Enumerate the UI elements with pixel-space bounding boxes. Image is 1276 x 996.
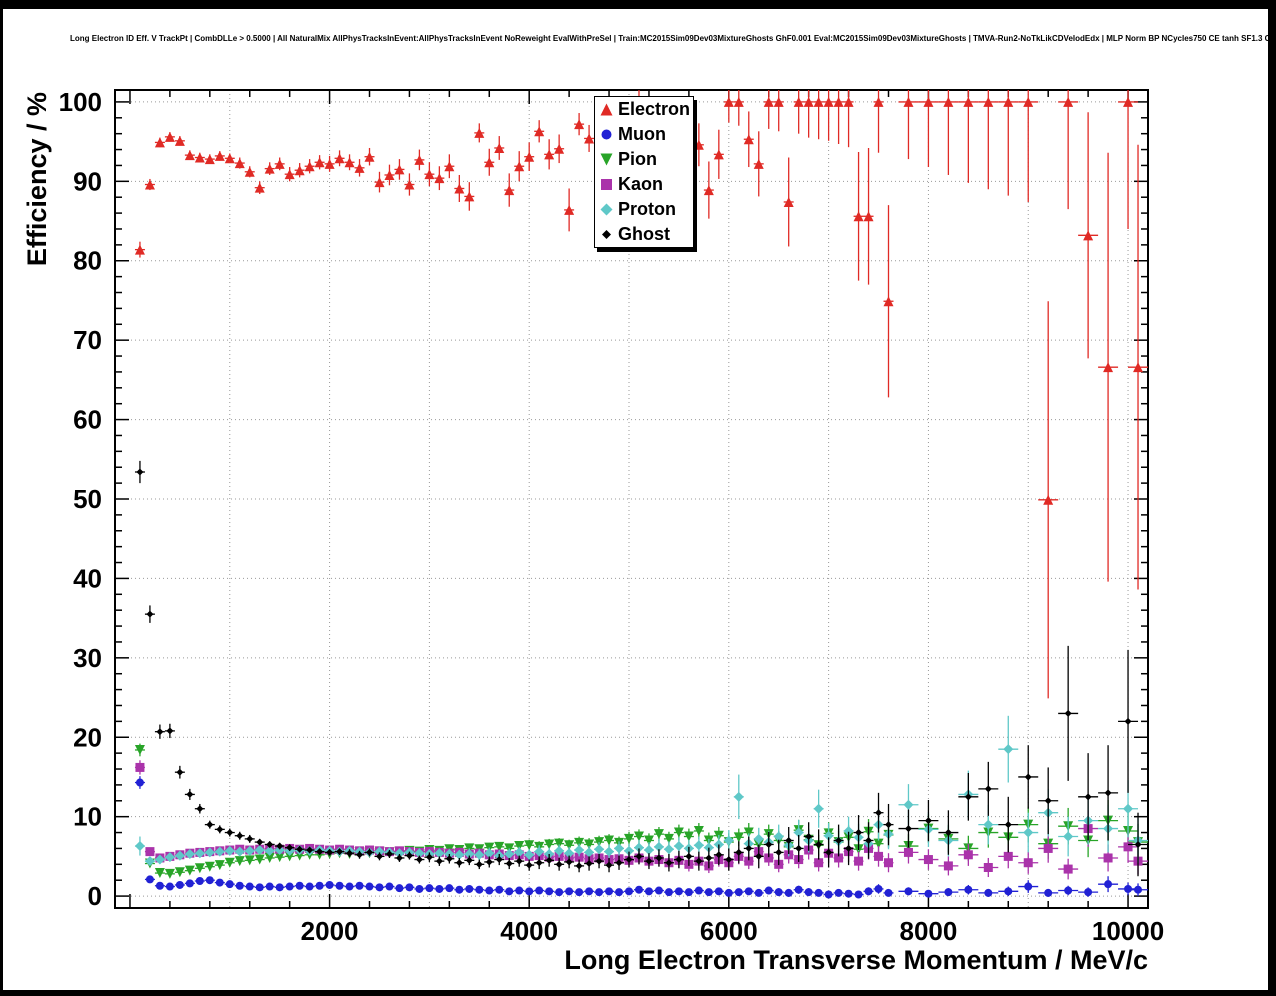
legend-entry-electron: Electron [595,97,693,122]
svg-text:70: 70 [73,325,102,355]
legend-label: Proton [618,199,676,219]
pion-triangle-down-icon [597,150,616,169]
svg-text:50: 50 [73,484,102,514]
svg-text:10: 10 [73,802,102,832]
svg-text:30: 30 [73,643,102,673]
legend-entry-muon: Muon [595,122,693,147]
muon-circle-icon [597,125,616,144]
x-axis-title: Long Electron Transverse Momentum / MeV/… [564,945,1148,975]
svg-text:6000: 6000 [700,916,758,946]
svg-text:4000: 4000 [500,916,558,946]
svg-text:60: 60 [73,405,102,435]
electron-triangle-icon [597,100,616,119]
legend: Electron Muon Pion Kaon Proton Ghost [594,96,694,248]
svg-text:80: 80 [73,246,102,276]
canvas-border-right [1268,0,1276,996]
legend-label: Ghost [618,224,670,244]
canvas-border-bottom [0,990,1276,996]
svg-text:0: 0 [88,881,102,911]
legend-entry-proton: Proton [595,197,693,222]
legend-entry-pion: Pion [595,147,693,172]
svg-text:8000: 8000 [900,916,958,946]
svg-text:90: 90 [73,166,102,196]
legend-entry-ghost: Ghost [595,222,693,247]
canvas-border-left [0,0,3,996]
svg-text:20: 20 [73,722,102,752]
proton-diamond-icon [597,200,616,219]
svg-text:10000: 10000 [1092,916,1164,946]
legend-label: Kaon [618,174,663,194]
svg-text:100: 100 [59,87,102,117]
svg-text:2000: 2000 [301,916,359,946]
legend-label: Pion [618,149,657,169]
ghost-diamond-icon [597,225,616,244]
legend-entry-kaon: Kaon [595,172,693,197]
kaon-square-icon [597,175,616,194]
svg-text:40: 40 [73,563,102,593]
canvas-border-top [0,0,1276,9]
legend-label: Electron [618,99,691,119]
legend-label: Muon [618,124,666,144]
plot-title: Long Electron ID Eff. V TrackPt | CombDL… [70,34,1276,43]
